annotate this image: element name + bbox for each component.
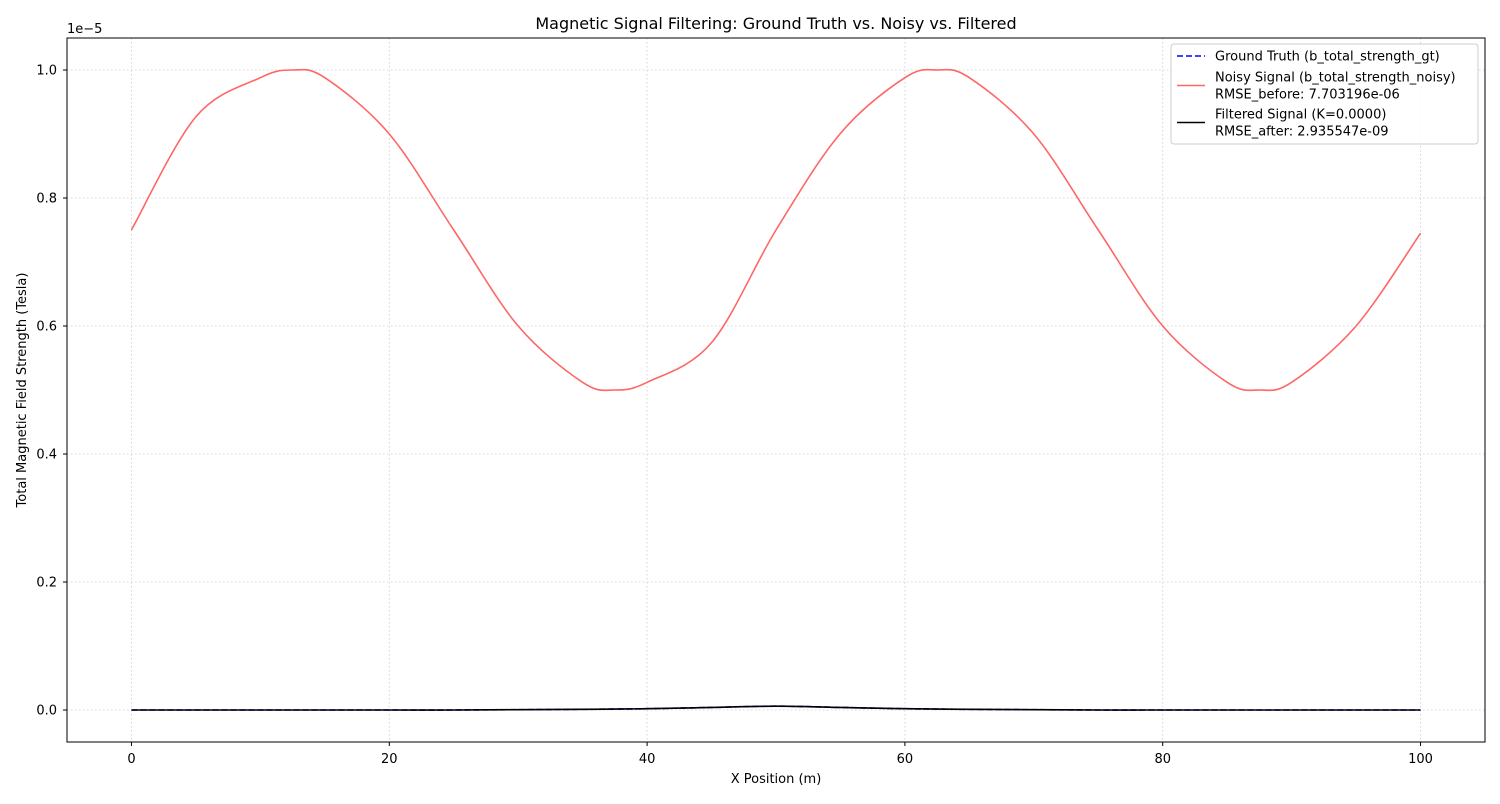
y-tick-label: 0.8 (36, 192, 57, 207)
legend: Ground Truth (b_total_strength_gt) Noisy … (1170, 43, 1479, 145)
noisy-signal-line (130, 68, 1422, 392)
plot-area-frame (66, 37, 1486, 743)
chart-title: Magnetic Signal Filtering: Ground Truth … (535, 14, 1016, 33)
y-tick-label: 0.2 (36, 576, 57, 591)
x-tick-label: 60 (897, 752, 914, 767)
legend-label: Noisy Signal (b_total_strength_noisy) (1215, 71, 1456, 86)
y-tick-label: 0.6 (36, 320, 57, 335)
y-tick-label: 0.0 (36, 704, 57, 719)
x-tick-label: 40 (639, 752, 656, 767)
series-layer (130, 68, 1422, 711)
x-tick-label: 100 (1408, 752, 1433, 767)
x-tick-label: 80 (1154, 752, 1171, 767)
legend-label: Filtered Signal (K=0.0000) (1215, 108, 1386, 123)
legend-label: RMSE_before: 7.703196e-06 (1215, 88, 1400, 103)
filtered-signal-line (131, 705, 1421, 711)
y-axis-label: Total Magnetic Field Strength (Tesla) (15, 273, 30, 509)
y-tick-label: 1.0 (36, 64, 57, 79)
y-offset-label: 1e−5 (67, 22, 102, 37)
legend-label: Ground Truth (b_total_strength_gt) (1215, 50, 1440, 65)
legend-label: RMSE_after: 2.935547e-09 (1215, 125, 1389, 140)
x-tick-label: 20 (381, 752, 398, 767)
legend-box (1170, 43, 1479, 145)
y-tick-label: 0.4 (36, 448, 57, 463)
axis-ticks: 0 20 40 60 80 100 0.0 0.2 0.4 0.6 0.8 1.0 (36, 64, 1433, 768)
x-tick-label: 0 (127, 752, 135, 767)
x-axis-label: X Position (m) (731, 772, 822, 787)
